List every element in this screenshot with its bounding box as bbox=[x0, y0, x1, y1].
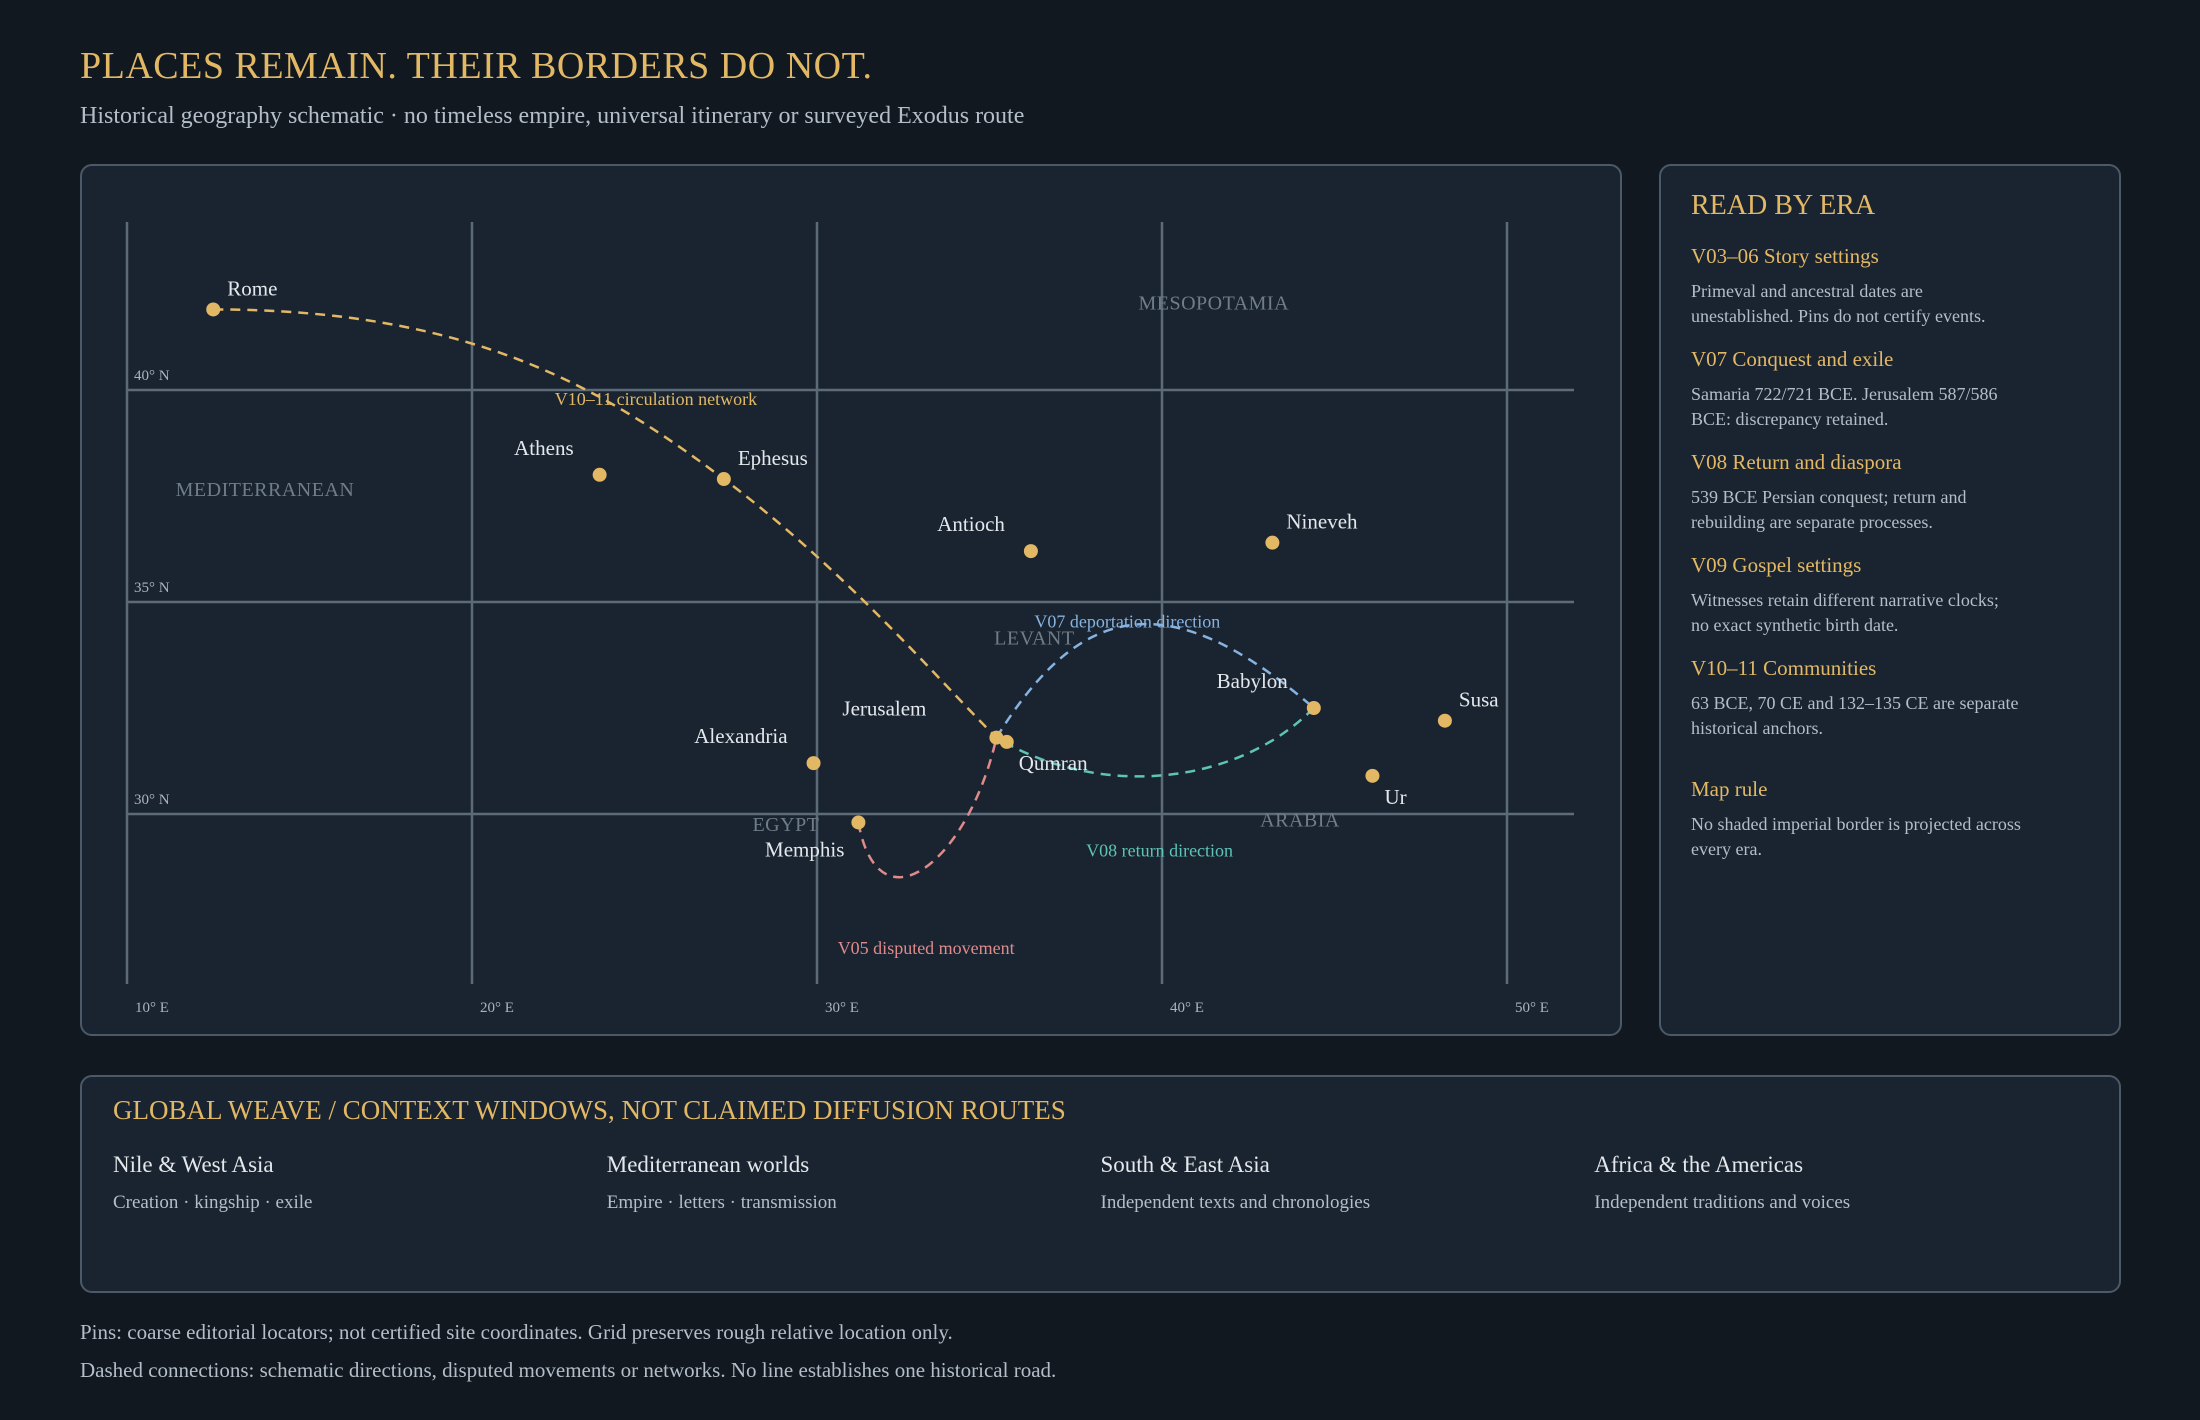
route-label: V08 return direction bbox=[1086, 840, 1233, 860]
era-item-desc: Primeval and ancestral dates are unestab… bbox=[1691, 281, 1986, 326]
map-canvas: 10° E 20° E 30° E 40° E 50° E 40° N 35° N 30° N… bbox=[125, 222, 1574, 1016]
map-rule-desc: No shaded imperial border is projected a… bbox=[1691, 814, 2021, 859]
weave-column: Mediterranean worlds Empire · letters · … bbox=[607, 1152, 1101, 1214]
page-subtitle: Historical geography schematic · no time… bbox=[80, 103, 1025, 129]
route-v07 bbox=[995, 622, 1315, 739]
place-label: Babylon bbox=[1217, 669, 1289, 693]
weave-column-desc: Independent traditions and voices bbox=[1594, 1192, 1851, 1213]
era-item-title: V09 Gospel settings bbox=[1691, 553, 1862, 577]
era-heading: READ BY ERA bbox=[1691, 190, 1876, 221]
page-title: PLACES REMAIN. THEIR BORDERS DO NOT. bbox=[80, 45, 873, 87]
place-label: Qumran bbox=[1019, 751, 1088, 775]
weave-column: Nile & West Asia Creation · kingship · e… bbox=[113, 1152, 607, 1214]
weave-column: Africa & the Americas Independent tradit… bbox=[1594, 1152, 2088, 1214]
weave-column-title: South & East Asia bbox=[1100, 1152, 1270, 1177]
place-pin bbox=[206, 302, 221, 317]
era-item: V07 Conquest and exile Samaria 722/721 B… bbox=[1691, 347, 2089, 432]
place-pin bbox=[592, 467, 607, 482]
footnote-pins: Pins: coarse editorial locators; not cer… bbox=[80, 1320, 953, 1344]
latitude-label: 35° N bbox=[134, 580, 170, 596]
era-item-desc: Witnesses retain different narrative clo… bbox=[1691, 590, 1999, 635]
longitude-label: 20° E bbox=[480, 1000, 514, 1016]
place-pin bbox=[716, 472, 731, 487]
region-label: ARABIA bbox=[1260, 810, 1340, 832]
weave-column-desc: Empire · letters · transmission bbox=[606, 1192, 837, 1213]
place-pin bbox=[1265, 535, 1280, 550]
route-label: V10–11 circulation network bbox=[555, 389, 757, 409]
era-item: V09 Gospel settings Witnesses retain dif… bbox=[1691, 553, 2089, 638]
place-label: Alexandria bbox=[694, 724, 788, 748]
place-label: Susa bbox=[1459, 688, 1499, 712]
map-rule-title: Map rule bbox=[1691, 777, 1768, 801]
place-pin bbox=[851, 815, 866, 830]
place-label: Jerusalem bbox=[842, 697, 926, 721]
weave-columns: Nile & West Asia Creation · kingship · e… bbox=[113, 1152, 2088, 1214]
route-label: V07 deportation direction bbox=[1034, 611, 1220, 631]
route-v08 bbox=[995, 707, 1315, 778]
region-label: MESOPOTAMIA bbox=[1138, 292, 1289, 314]
longitude-label: 40° E bbox=[1170, 1000, 1204, 1016]
weave-column-title: Africa & the Americas bbox=[1594, 1152, 1804, 1177]
longitude-label: 50° E bbox=[1515, 1000, 1549, 1016]
era-item-title: V10–11 Communities bbox=[1691, 656, 1877, 680]
place-label: Nineveh bbox=[1286, 510, 1358, 534]
footnote-connections: Dashed connections: schematic directions… bbox=[80, 1358, 1057, 1382]
place-pin bbox=[1306, 701, 1321, 715]
era-item-desc: 539 BCE Persian conquest; return and reb… bbox=[1691, 487, 1967, 532]
longitude-label: 10° E bbox=[135, 1000, 169, 1016]
global-weave-panel: GLOBAL WEAVE / CONTEXT WINDOWS, NOT CLAI… bbox=[80, 1075, 2121, 1293]
map-panel: 10° E 20° E 30° E 40° E 50° E 40° N 35° N 30° N… bbox=[80, 164, 1622, 1036]
era-item-title: V07 Conquest and exile bbox=[1691, 347, 1894, 371]
longitude-label: 30° E bbox=[825, 1000, 859, 1016]
weave-column-title: Nile & West Asia bbox=[113, 1152, 274, 1177]
weave-column-title: Mediterranean worlds bbox=[606, 1152, 810, 1177]
weave-column-desc: Independent texts and chronologies bbox=[1100, 1192, 1371, 1213]
era-item: V10–11 Communities 63 BCE, 70 CE and 132… bbox=[1691, 656, 2089, 741]
era-item-desc: 63 BCE, 70 CE and 132–135 CE are separat… bbox=[1691, 693, 2019, 738]
era-item-desc: Samaria 722/721 BCE. Jerusalem 587/586 B… bbox=[1691, 384, 1998, 429]
place-label: Memphis bbox=[765, 837, 844, 861]
place-pin bbox=[999, 734, 1014, 749]
latitude-label: 40° N bbox=[134, 368, 170, 384]
place-pin bbox=[1023, 544, 1038, 559]
place-label: Ur bbox=[1384, 785, 1406, 809]
place-label: Rome bbox=[227, 276, 277, 300]
region-label: EGYPT bbox=[752, 814, 819, 836]
weave-column: South & East Asia Independent texts and … bbox=[1101, 1152, 1595, 1214]
era-item-title: V08 Return and diaspora bbox=[1691, 450, 1902, 474]
era-item: V03–06 Story settings Primeval and ances… bbox=[1691, 244, 2089, 329]
route-v10 bbox=[213, 308, 998, 739]
route-v05 bbox=[857, 737, 998, 879]
route-label: V05 disputed movement bbox=[838, 938, 1015, 958]
map-rule: Map rule No shaded imperial border is pr… bbox=[1691, 777, 2089, 862]
place-pin bbox=[1365, 768, 1380, 783]
region-label: MEDITERRANEAN bbox=[176, 479, 355, 501]
weave-heading: GLOBAL WEAVE / CONTEXT WINDOWS, NOT CLAI… bbox=[113, 1095, 1066, 1125]
era-item-title: V03–06 Story settings bbox=[1691, 244, 1879, 268]
place-label: Ephesus bbox=[738, 446, 808, 470]
latitude-label: 30° N bbox=[134, 792, 170, 808]
place-pin bbox=[1437, 713, 1452, 728]
region-label: LEVANT bbox=[994, 627, 1074, 649]
place-label: Antioch bbox=[937, 512, 1005, 536]
era-item: V08 Return and diaspora 539 BCE Persian … bbox=[1691, 450, 2089, 535]
era-panel: READ BY ERA V03–06 Story settings Primev… bbox=[1659, 164, 2121, 1036]
place-pin bbox=[806, 756, 821, 771]
weave-column-desc: Creation · kingship · exile bbox=[113, 1192, 313, 1213]
place-label: Athens bbox=[514, 436, 574, 460]
